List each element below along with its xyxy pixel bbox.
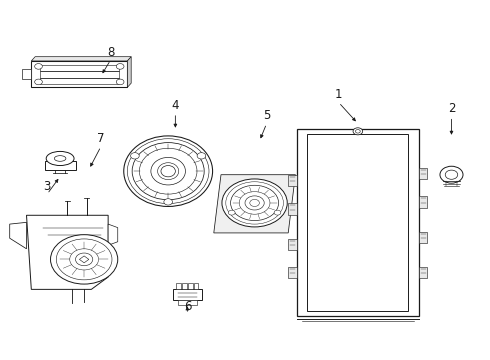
Ellipse shape bbox=[151, 157, 185, 185]
Text: 3: 3 bbox=[44, 180, 51, 193]
Bar bbox=[419, 196, 427, 207]
Text: 5: 5 bbox=[263, 109, 270, 122]
Circle shape bbox=[164, 199, 172, 205]
Polygon shape bbox=[26, 215, 108, 289]
Bar bbox=[31, 61, 127, 87]
Bar bbox=[45, 161, 76, 171]
Bar bbox=[22, 69, 31, 79]
Circle shape bbox=[440, 166, 463, 183]
Circle shape bbox=[274, 210, 281, 215]
Bar bbox=[297, 129, 419, 316]
Circle shape bbox=[197, 153, 206, 159]
Bar bbox=[40, 78, 119, 84]
Bar bbox=[307, 134, 408, 311]
Bar bbox=[176, 283, 181, 289]
Polygon shape bbox=[31, 57, 131, 61]
Bar bbox=[419, 168, 427, 179]
Circle shape bbox=[116, 79, 124, 85]
Text: 2: 2 bbox=[448, 102, 455, 115]
Bar bbox=[178, 300, 197, 305]
Circle shape bbox=[116, 64, 124, 69]
Text: 7: 7 bbox=[97, 132, 105, 145]
Circle shape bbox=[35, 79, 42, 85]
Bar bbox=[173, 289, 202, 300]
Bar bbox=[288, 267, 297, 278]
Bar bbox=[419, 267, 427, 278]
Circle shape bbox=[222, 179, 287, 227]
Circle shape bbox=[228, 210, 235, 215]
Bar bbox=[40, 71, 119, 78]
Polygon shape bbox=[127, 57, 131, 87]
Ellipse shape bbox=[124, 136, 213, 207]
Text: 4: 4 bbox=[172, 99, 179, 112]
Text: 1: 1 bbox=[335, 88, 343, 101]
Bar bbox=[288, 239, 297, 250]
Bar bbox=[419, 231, 427, 243]
Text: 8: 8 bbox=[107, 46, 114, 59]
Circle shape bbox=[353, 128, 363, 135]
Circle shape bbox=[245, 196, 264, 210]
Bar bbox=[188, 283, 193, 289]
Polygon shape bbox=[214, 175, 295, 233]
Circle shape bbox=[50, 235, 118, 284]
Bar bbox=[182, 283, 187, 289]
Circle shape bbox=[75, 253, 93, 266]
Circle shape bbox=[130, 153, 139, 159]
Circle shape bbox=[35, 64, 42, 69]
Polygon shape bbox=[108, 224, 118, 245]
Bar bbox=[288, 203, 297, 215]
Text: 6: 6 bbox=[184, 300, 191, 313]
Polygon shape bbox=[10, 222, 26, 249]
Ellipse shape bbox=[46, 152, 74, 166]
Bar bbox=[288, 175, 297, 186]
Ellipse shape bbox=[161, 166, 175, 177]
Bar bbox=[40, 65, 119, 71]
Bar bbox=[194, 283, 198, 289]
